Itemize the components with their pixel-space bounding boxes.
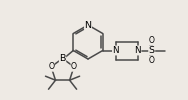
Text: O: O (71, 62, 77, 71)
Text: O: O (149, 56, 155, 65)
Text: B: B (59, 54, 66, 63)
Text: O: O (48, 62, 54, 71)
Text: N: N (84, 20, 92, 30)
Text: O: O (149, 36, 155, 45)
Text: N: N (112, 46, 119, 55)
Text: S: S (149, 46, 155, 55)
Text: N: N (134, 46, 141, 55)
